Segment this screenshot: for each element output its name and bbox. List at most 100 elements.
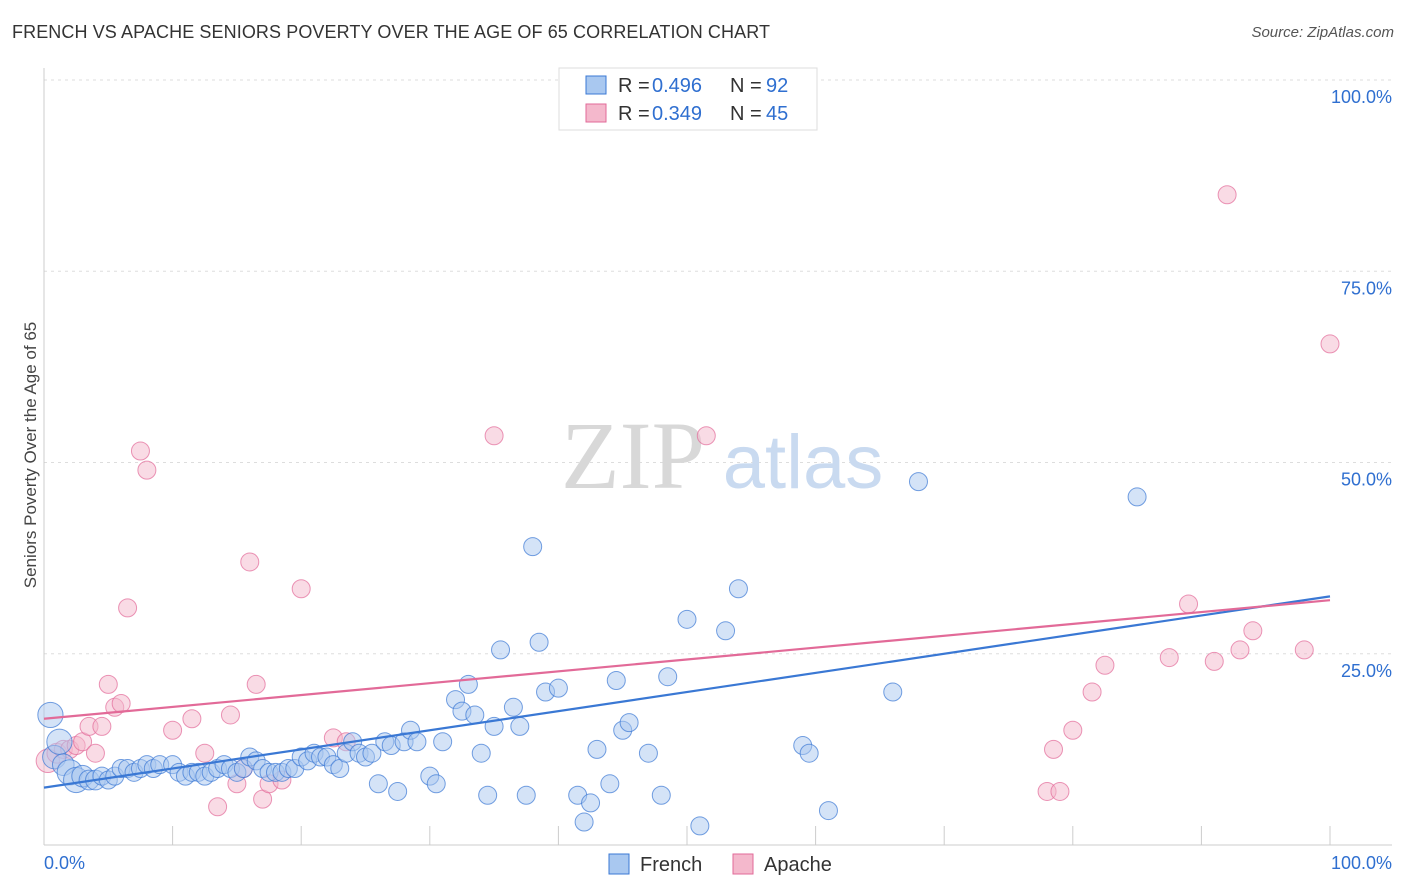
apache-trend-line [43, 599, 1331, 720]
french-point [677, 609, 697, 629]
french-point [651, 785, 671, 805]
french-point [619, 713, 639, 733]
apache-point [1082, 682, 1102, 702]
french-point [690, 816, 710, 836]
apache-point [1095, 655, 1115, 675]
legend-r-label-apache: R = [618, 103, 650, 125]
french-point [658, 667, 678, 687]
apache-point [85, 743, 105, 763]
apache-point [1159, 648, 1179, 668]
watermark-zip: ZIP [561, 402, 705, 509]
apache-point [220, 705, 240, 725]
trend-lines [43, 595, 1331, 789]
apache-point [696, 426, 716, 446]
french-point [465, 705, 485, 725]
french-point [491, 640, 511, 660]
apache-point [163, 720, 183, 740]
french-point [362, 743, 382, 763]
apache-point [111, 693, 131, 713]
legend-n-label-french: N = [730, 75, 762, 97]
series-legend-swatch-apache [732, 853, 754, 875]
french-point [638, 743, 658, 763]
apache-point [240, 552, 260, 572]
y-tick-label-100: 100.0% [1331, 87, 1392, 107]
apache-point [208, 797, 228, 817]
french-point [478, 785, 498, 805]
apache-point [1294, 640, 1314, 660]
apache-point [1050, 781, 1070, 801]
french-point [1127, 487, 1147, 507]
apache-point [246, 674, 266, 694]
french-point [799, 743, 819, 763]
y-tick-labels: 25.0% 50.0% 75.0% 100.0% [1331, 87, 1392, 681]
legend-n-label-apache: N = [730, 103, 762, 125]
french-point [587, 739, 607, 759]
french-point [37, 701, 64, 729]
apache-point [130, 441, 150, 461]
apache-point [1204, 651, 1224, 671]
apache-point [1217, 185, 1237, 205]
french-point [388, 781, 408, 801]
chart-title: FRENCH VS APACHE SENIORS POVERTY OVER TH… [12, 22, 771, 42]
french-point [407, 732, 427, 752]
legend-r-value-french: 0.496 [652, 75, 702, 97]
series-legend-label-apache: Apache [764, 854, 832, 876]
axes [43, 68, 1392, 846]
x-tick-label-min: 0.0% [44, 853, 85, 873]
apache-point [1243, 621, 1263, 641]
french-point [818, 801, 838, 821]
y-axis-label: Seniors Poverty Over the Age of 65 [21, 322, 40, 588]
french-point [728, 579, 748, 599]
french-point [716, 621, 736, 641]
apache-point [1063, 720, 1083, 740]
y-tick-label-25: 25.0% [1341, 661, 1392, 681]
legend-n-value-french: 92 [766, 75, 788, 97]
french-point [548, 678, 568, 698]
apache-point [291, 579, 311, 599]
french-point [883, 682, 903, 702]
y-tick-label-50: 50.0% [1341, 470, 1392, 490]
french-point [581, 793, 601, 813]
french-point [433, 732, 453, 752]
legend-swatch-apache [585, 103, 607, 123]
french-point [510, 716, 530, 736]
apache-point [1320, 334, 1340, 354]
french-point [516, 785, 536, 805]
french-point [471, 743, 491, 763]
legend-r-label-french: R = [618, 75, 650, 97]
series-legend-swatch-french [608, 853, 630, 875]
french-trend-line [43, 595, 1331, 789]
legend-n-value-apache: 45 [766, 103, 788, 125]
apache-point [484, 426, 504, 446]
apache-point [195, 743, 215, 763]
legend-r-value-apache: 0.349 [652, 103, 702, 125]
series-legend-label-french: French [640, 854, 702, 876]
apache-point [137, 460, 157, 480]
data-points [35, 185, 1340, 836]
french-point [600, 774, 620, 794]
french-point [368, 774, 388, 794]
apache-point [1179, 594, 1199, 614]
source-label: Source: ZipAtlas.com [1251, 24, 1394, 41]
y-tick-label-75: 75.0% [1341, 278, 1392, 298]
stats-legend: R = 0.496 N = 92 R = 0.349 N = 45 [558, 67, 818, 131]
watermark-atlas: atlas [723, 420, 884, 505]
french-point [529, 632, 549, 652]
apache-point [92, 716, 112, 736]
french-point [426, 774, 446, 794]
apache-point [98, 674, 118, 694]
french-point [606, 671, 626, 691]
legend-swatch-french [585, 75, 607, 95]
apache-point [118, 598, 138, 618]
watermark: ZIP atlas [561, 402, 883, 509]
apache-point [1044, 739, 1064, 759]
french-point [523, 537, 543, 557]
french-point [503, 697, 523, 717]
apache-point [182, 709, 202, 729]
apache-point [1230, 640, 1250, 660]
french-point [46, 728, 73, 755]
french-point [574, 812, 594, 832]
french-point [908, 472, 928, 492]
series-legend: French Apache [608, 853, 832, 876]
